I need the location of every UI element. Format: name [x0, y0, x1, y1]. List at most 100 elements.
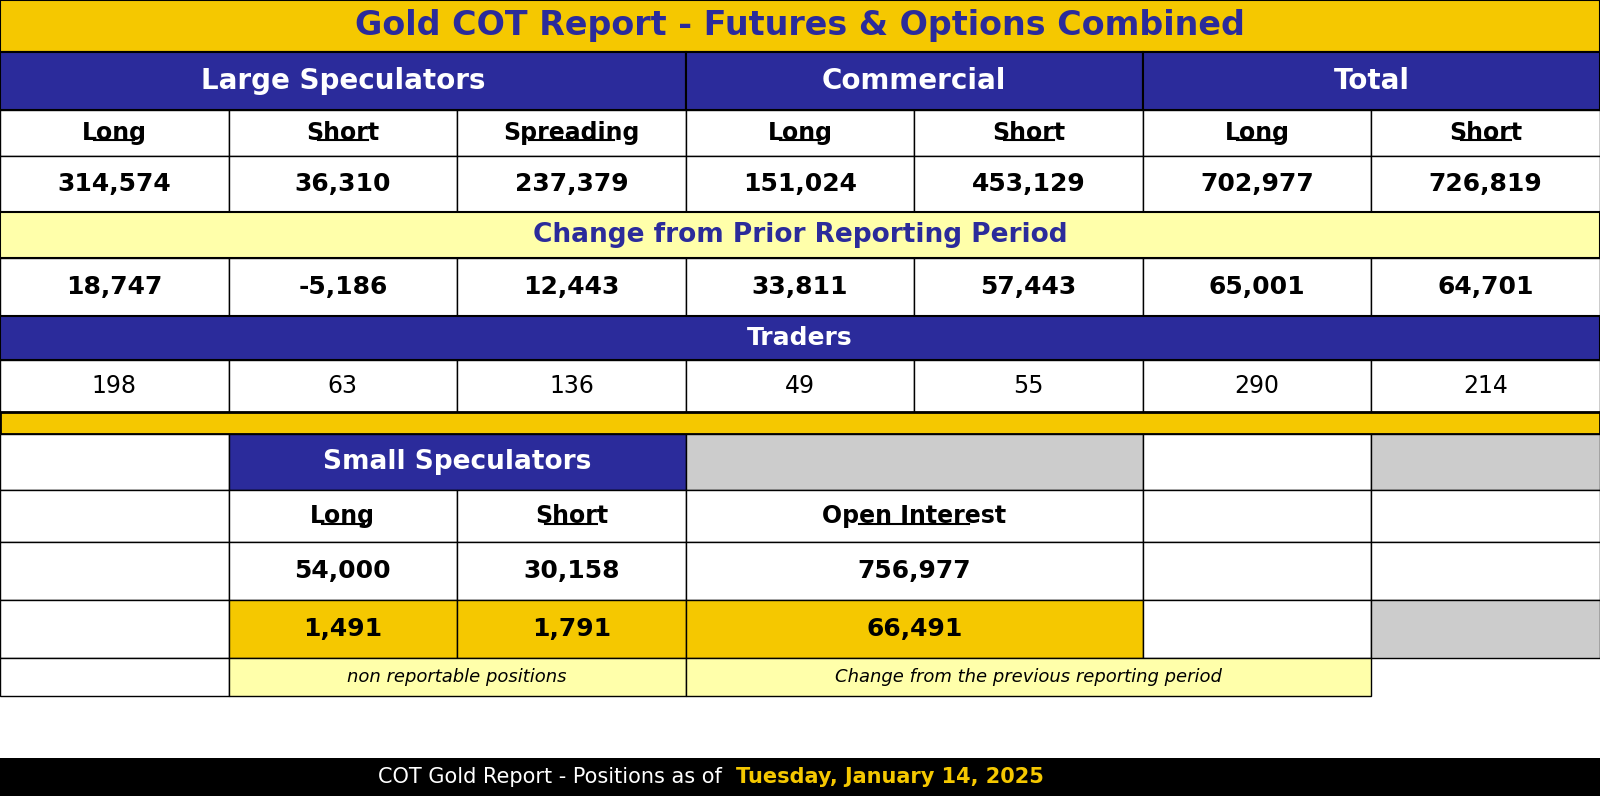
Bar — [458, 490, 686, 542]
Text: 33,811: 33,811 — [752, 275, 848, 299]
Bar — [1142, 490, 1371, 542]
Bar — [0, 434, 229, 490]
Bar — [1371, 110, 1600, 156]
Bar — [0, 658, 229, 696]
Text: Change from Prior Reporting Period: Change from Prior Reporting Period — [533, 222, 1067, 248]
Bar — [458, 258, 686, 316]
Bar — [0, 542, 229, 600]
Text: COT Gold Report - Positions as of: COT Gold Report - Positions as of — [378, 767, 728, 787]
Bar — [229, 258, 458, 316]
Text: Large Speculators: Large Speculators — [200, 67, 485, 95]
Bar — [1371, 258, 1600, 316]
Text: 237,379: 237,379 — [515, 172, 629, 196]
Text: 54,000: 54,000 — [294, 559, 390, 583]
Text: 151,024: 151,024 — [742, 172, 858, 196]
Bar — [0, 316, 1600, 360]
Bar — [686, 658, 1371, 696]
Text: Long: Long — [768, 121, 832, 145]
Bar — [229, 542, 458, 600]
Bar — [1371, 360, 1600, 412]
Bar — [1142, 434, 1371, 490]
Text: 453,129: 453,129 — [971, 172, 1085, 196]
Bar — [1142, 360, 1371, 412]
Text: 1,791: 1,791 — [531, 617, 611, 641]
Text: 64,701: 64,701 — [1437, 275, 1534, 299]
Text: Short: Short — [992, 121, 1066, 145]
Bar — [1371, 156, 1600, 212]
Text: 314,574: 314,574 — [58, 172, 171, 196]
Bar — [914, 156, 1142, 212]
Text: 57,443: 57,443 — [981, 275, 1077, 299]
Text: 1,491: 1,491 — [304, 617, 382, 641]
Bar — [1371, 600, 1600, 658]
Text: Short: Short — [534, 504, 608, 528]
Text: 18,747: 18,747 — [66, 275, 163, 299]
Bar — [0, 52, 686, 110]
Text: Short: Short — [1450, 121, 1522, 145]
Bar — [0, 758, 1600, 796]
Text: Gold COT Report - Futures & Options Combined: Gold COT Report - Futures & Options Comb… — [355, 10, 1245, 42]
Bar — [0, 212, 1600, 258]
Bar — [0, 0, 1600, 52]
Text: 63: 63 — [328, 374, 358, 398]
Bar — [1371, 434, 1600, 490]
Text: 66,491: 66,491 — [866, 617, 963, 641]
Bar — [0, 434, 1600, 758]
Text: 198: 198 — [91, 374, 136, 398]
Bar — [686, 258, 914, 316]
Text: Open Interest: Open Interest — [822, 504, 1006, 528]
Bar — [1371, 490, 1600, 542]
Bar — [686, 600, 1142, 658]
Bar — [686, 52, 1142, 110]
Bar — [458, 360, 686, 412]
Text: Total: Total — [1333, 67, 1410, 95]
Bar — [229, 156, 458, 212]
Bar — [686, 110, 914, 156]
Bar — [1142, 110, 1371, 156]
Text: -5,186: -5,186 — [298, 275, 387, 299]
Text: Traders: Traders — [747, 326, 853, 350]
Bar — [0, 600, 229, 658]
Bar — [686, 156, 914, 212]
Bar — [686, 360, 914, 412]
Bar — [686, 490, 1142, 542]
Bar — [458, 156, 686, 212]
Bar — [0, 490, 229, 542]
Text: Spreading: Spreading — [504, 121, 640, 145]
Bar — [458, 600, 686, 658]
Text: 12,443: 12,443 — [523, 275, 619, 299]
Bar — [229, 658, 686, 696]
Text: 726,819: 726,819 — [1429, 172, 1542, 196]
Text: Long: Long — [82, 121, 147, 145]
Bar — [0, 360, 229, 412]
Bar — [1142, 52, 1600, 110]
Bar — [229, 434, 686, 490]
Text: 290: 290 — [1235, 374, 1280, 398]
Text: Small Speculators: Small Speculators — [323, 449, 592, 475]
Bar — [914, 110, 1142, 156]
Bar — [229, 490, 458, 542]
Bar — [686, 434, 1142, 490]
Bar — [1142, 542, 1371, 600]
Text: 49: 49 — [786, 374, 814, 398]
Text: Long: Long — [1224, 121, 1290, 145]
Bar — [458, 542, 686, 600]
Bar — [458, 110, 686, 156]
Text: Tuesday, January 14, 2025: Tuesday, January 14, 2025 — [736, 767, 1043, 787]
Bar — [686, 542, 1142, 600]
Text: 65,001: 65,001 — [1210, 275, 1306, 299]
Bar — [229, 110, 458, 156]
Bar — [229, 360, 458, 412]
Text: Change from the previous reporting period: Change from the previous reporting perio… — [835, 668, 1222, 686]
Bar — [1142, 600, 1371, 658]
Bar — [914, 258, 1142, 316]
Text: 136: 136 — [549, 374, 594, 398]
Bar — [914, 360, 1142, 412]
Bar — [0, 412, 1600, 434]
Text: 36,310: 36,310 — [294, 172, 390, 196]
Text: Long: Long — [310, 504, 376, 528]
Text: 214: 214 — [1464, 374, 1509, 398]
Text: 30,158: 30,158 — [523, 559, 619, 583]
Text: non reportable positions: non reportable positions — [347, 668, 566, 686]
Bar — [0, 110, 229, 156]
